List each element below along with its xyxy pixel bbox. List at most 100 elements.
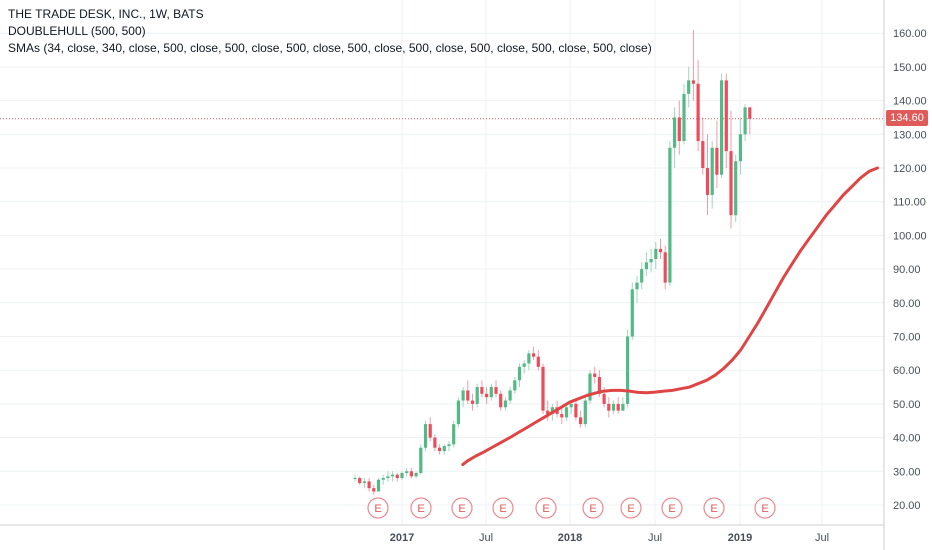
candle-body bbox=[376, 479, 381, 492]
candle-body bbox=[494, 387, 498, 394]
price-tick-label: 100.00 bbox=[893, 230, 927, 242]
price-tick-label: 110.00 bbox=[893, 197, 926, 209]
candle-body bbox=[423, 424, 428, 448]
candle-body bbox=[400, 472, 404, 479]
candle-body bbox=[734, 161, 738, 216]
candle-body bbox=[583, 400, 587, 425]
price-tick-label: 50.00 bbox=[893, 399, 921, 411]
price-tick-label: 60.00 bbox=[893, 365, 921, 377]
price-tick-label: 90.00 bbox=[893, 264, 921, 276]
candle-body bbox=[696, 83, 700, 142]
candle-body bbox=[480, 387, 484, 394]
earnings-marker-label: E bbox=[761, 503, 768, 515]
candle-body bbox=[738, 134, 742, 162]
candle-body bbox=[532, 353, 536, 357]
candle-body bbox=[560, 414, 564, 418]
candle-body bbox=[456, 400, 460, 425]
candle-body bbox=[743, 107, 747, 135]
price-tick-label: 130.00 bbox=[893, 129, 927, 141]
price-axis[interactable]: 20.00 30.00 40.00 50.00 60.00 70.00 80.00 90.00… bbox=[893, 28, 927, 512]
time-tick-label: 2019 bbox=[728, 532, 752, 544]
candle-body bbox=[409, 471, 413, 477]
candle-body bbox=[452, 424, 456, 445]
candle-body bbox=[358, 478, 362, 484]
candle-body bbox=[527, 353, 531, 364]
candle-body bbox=[621, 403, 625, 411]
earnings-marker-label: E bbox=[417, 503, 424, 515]
symbol-title[interactable]: THE TRADE DESK, INC., 1W, BATS bbox=[8, 7, 204, 21]
chart-legend: THE TRADE DESK, INC., 1W, BATS DOUBLEHUL… bbox=[8, 6, 652, 57]
candle-body bbox=[466, 390, 470, 401]
candle-body bbox=[593, 373, 597, 377]
candle-body bbox=[649, 258, 653, 263]
candle-body bbox=[405, 471, 409, 473]
candle-body bbox=[414, 472, 418, 477]
candle-body bbox=[475, 387, 479, 404]
earnings-marker: E bbox=[367, 497, 389, 519]
candle-body bbox=[729, 151, 733, 216]
earnings-marker: E bbox=[661, 497, 683, 519]
earnings-marker-circle bbox=[754, 497, 776, 519]
candle-body bbox=[635, 282, 639, 290]
candle-body bbox=[658, 248, 663, 253]
earnings-marker-circle bbox=[582, 497, 604, 519]
candle-body bbox=[616, 403, 620, 411]
candle-body bbox=[489, 387, 493, 398]
candle-body bbox=[640, 269, 644, 283]
price-tick-label: 80.00 bbox=[893, 298, 921, 310]
candle-body bbox=[701, 141, 705, 168]
candle-body bbox=[710, 147, 714, 195]
earnings-marker-circle bbox=[661, 497, 683, 519]
candle-body bbox=[654, 248, 658, 259]
price-tick-label: 150.00 bbox=[893, 62, 927, 74]
candle-body bbox=[541, 366, 545, 411]
earnings-marker-label: E bbox=[627, 503, 634, 515]
candle-body bbox=[395, 474, 399, 479]
earnings-marker: E bbox=[582, 497, 604, 519]
doublehull-indicator-label[interactable]: DOUBLEHULL (500, 500) bbox=[8, 24, 146, 38]
candle-body bbox=[663, 252, 667, 283]
candle-body bbox=[381, 478, 385, 480]
candle-body bbox=[564, 407, 569, 418]
earnings-marker: E bbox=[492, 497, 514, 519]
candle-body bbox=[461, 390, 465, 401]
price-tick-label: 120.00 bbox=[893, 163, 927, 175]
candle-body bbox=[362, 481, 366, 484]
earnings-marker: E bbox=[451, 497, 473, 519]
earnings-marker: E bbox=[620, 497, 642, 519]
candle-body bbox=[588, 373, 592, 401]
time-axis[interactable]: 2017 Jul 2018 Jul 2019 Jul bbox=[390, 532, 829, 544]
candle-body bbox=[687, 80, 691, 94]
grid bbox=[0, 0, 884, 525]
candle-body bbox=[513, 380, 517, 391]
sma-indicator-label[interactable]: SMAs (34, close, 340, close, 500, close,… bbox=[8, 41, 652, 55]
candle-body bbox=[630, 289, 634, 337]
candle-body bbox=[546, 410, 550, 415]
earnings-marker-circle bbox=[620, 497, 642, 519]
candle-body bbox=[705, 168, 710, 195]
time-tick-label: 2018 bbox=[558, 532, 582, 544]
candle-body bbox=[550, 407, 554, 415]
candle-body bbox=[391, 474, 395, 477]
candle-body bbox=[668, 147, 672, 283]
price-tick-label: 20.00 bbox=[893, 500, 921, 512]
candle-body bbox=[673, 117, 677, 148]
candle-body bbox=[433, 437, 437, 448]
candle-body bbox=[677, 117, 681, 142]
price-tick-label: 160.00 bbox=[893, 28, 927, 40]
earnings-marker-label: E bbox=[374, 503, 381, 515]
earnings-marker: E bbox=[410, 497, 432, 519]
candle-body bbox=[438, 447, 442, 452]
candle-body bbox=[607, 403, 611, 411]
earnings-marker-label: E bbox=[710, 503, 717, 515]
candle-body bbox=[536, 356, 540, 367]
time-tick-label: Jul bbox=[815, 532, 829, 544]
earnings-marker: E bbox=[703, 497, 725, 519]
candle-body bbox=[353, 478, 357, 480]
earnings-marker-label: E bbox=[542, 503, 549, 515]
candle-body bbox=[499, 393, 503, 408]
earnings-marker-label: E bbox=[589, 503, 596, 515]
candle-body bbox=[724, 80, 728, 152]
candle-body bbox=[715, 147, 719, 175]
